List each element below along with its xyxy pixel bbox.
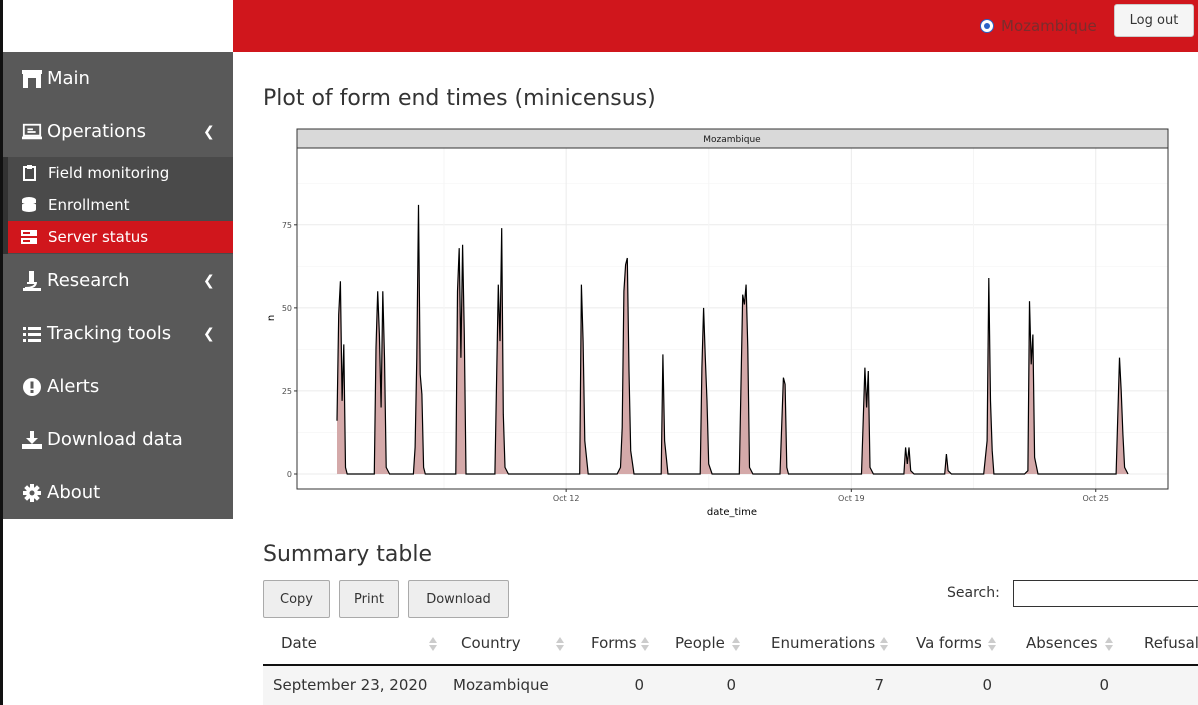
clipboard-icon bbox=[21, 165, 37, 181]
chart-area-fill bbox=[337, 204, 1128, 474]
column-header-va-forms[interactable]: Va forms bbox=[916, 634, 982, 652]
print-button[interactable]: Print bbox=[339, 580, 399, 618]
table-header-divider bbox=[263, 664, 1198, 666]
logo-area bbox=[3, 0, 233, 52]
table-cell-va-forms: 0 bbox=[982, 676, 992, 694]
sidebar-subitem-field-monitoring[interactable]: Field monitoring bbox=[8, 157, 233, 189]
download-icon bbox=[22, 430, 42, 450]
chart-y-tick-label: 25 bbox=[282, 387, 292, 396]
sidebar-item-tracking-tools[interactable]: Tracking tools ❮ bbox=[3, 307, 233, 360]
sidebar-subitem-enrollment[interactable]: Enrollment bbox=[8, 189, 233, 221]
download-button[interactable]: Download bbox=[408, 580, 509, 618]
sidebar-item-about[interactable]: About bbox=[3, 466, 233, 519]
server-icon bbox=[21, 229, 37, 245]
search-label: Search: bbox=[947, 585, 1000, 601]
column-header-forms[interactable]: Forms bbox=[591, 634, 637, 652]
chevron-left-icon: ❮ bbox=[203, 123, 215, 140]
chart-y-tick-label: 50 bbox=[282, 304, 292, 313]
chart-y-label: n bbox=[266, 315, 277, 321]
database-icon bbox=[21, 197, 37, 213]
sidebar-item-main[interactable]: Main bbox=[3, 52, 233, 105]
sidebar-item-label: Operations bbox=[47, 121, 146, 142]
radio-selected-icon[interactable] bbox=[980, 19, 994, 33]
sidebar-item-label: Alerts bbox=[47, 376, 100, 397]
country-radio[interactable]: Mozambique bbox=[980, 17, 1097, 35]
table-row bbox=[263, 666, 1198, 705]
sidebar-item-operations[interactable]: Operations ❮ bbox=[3, 105, 233, 158]
sidebar-item-download-data[interactable]: Download data bbox=[3, 413, 233, 466]
chart-y-tick-label: 0 bbox=[287, 470, 292, 479]
top-header-bar bbox=[233, 0, 1198, 52]
sort-icon[interactable] bbox=[556, 636, 564, 652]
column-header-date[interactable]: Date bbox=[281, 634, 317, 652]
copy-button[interactable]: Copy bbox=[263, 580, 330, 618]
sort-icon[interactable] bbox=[1105, 636, 1113, 652]
logout-button[interactable]: Log out bbox=[1114, 4, 1194, 37]
table-cell-people: 0 bbox=[726, 676, 736, 694]
chevron-left-icon: ❮ bbox=[203, 272, 215, 289]
chart-x-tick-label: Oct 19 bbox=[838, 494, 865, 503]
sidebar-item-label: Research bbox=[47, 270, 130, 291]
bank-icon bbox=[22, 69, 42, 89]
chart-panel-label: Mozambique bbox=[703, 135, 761, 145]
column-header-refusals[interactable]: Refusals bbox=[1144, 634, 1198, 652]
form-end-times-chart: Mozambique 0 25 50 75 Oct 12 Oct 19 Oct 25 dat… bbox=[266, 128, 1169, 518]
table-cell-forms: 0 bbox=[634, 676, 644, 694]
table-cell-absences: 0 bbox=[1099, 676, 1109, 694]
sidebar-subitem-server-status[interactable]: Server status bbox=[8, 221, 233, 253]
table-cell-date: September 23, 2020 bbox=[273, 676, 428, 694]
chart-x-label: date_time bbox=[707, 507, 757, 518]
chart-x-tick-label: Oct 12 bbox=[553, 494, 580, 503]
window-left-border bbox=[0, 0, 3, 705]
chart-grid bbox=[297, 148, 1168, 489]
sort-icon[interactable] bbox=[732, 636, 740, 652]
microscope-icon bbox=[22, 270, 42, 291]
sidebar-item-label: Tracking tools bbox=[47, 323, 172, 344]
country-radio-label: Mozambique bbox=[1001, 17, 1097, 35]
sidebar-subitem-label: Enrollment bbox=[48, 196, 130, 214]
column-header-absences[interactable]: Absences bbox=[1026, 634, 1098, 652]
chart-x-tick-label: Oct 25 bbox=[1082, 494, 1109, 503]
laptop-icon bbox=[22, 122, 42, 142]
chart-series-line bbox=[336, 204, 1129, 475]
gear-icon bbox=[22, 483, 42, 503]
sidebar-subitem-label: Server status bbox=[48, 228, 149, 246]
sidebar-subitem-label: Field monitoring bbox=[48, 164, 170, 182]
sidebar-item-label: Main bbox=[47, 68, 90, 89]
page-title: Plot of form end times (minicensus) bbox=[263, 86, 656, 111]
alert-circle-icon bbox=[22, 377, 42, 397]
column-header-enumerations[interactable]: Enumerations bbox=[771, 634, 876, 652]
sidebar-item-label: About bbox=[47, 482, 101, 503]
chart-panel-border bbox=[296, 147, 1169, 490]
column-header-people[interactable]: People bbox=[675, 634, 725, 652]
operations-submenu: Field monitoring Enrollment Server statu… bbox=[3, 157, 233, 254]
chart-panel-background bbox=[297, 148, 1168, 489]
sort-icon[interactable] bbox=[880, 636, 888, 652]
sidebar-item-alerts[interactable]: Alerts bbox=[3, 360, 233, 413]
search-input[interactable] bbox=[1013, 580, 1198, 607]
chart-y-tick-label: 75 bbox=[282, 221, 292, 230]
sidebar-item-research[interactable]: Research ❮ bbox=[3, 254, 233, 307]
sidebar: Main Operations ❮ Research ❮ Tracking to… bbox=[3, 52, 233, 519]
sort-icon[interactable] bbox=[988, 636, 996, 652]
list-icon bbox=[22, 324, 42, 344]
table-cell-country: Mozambique bbox=[453, 676, 549, 694]
column-header-country[interactable]: Country bbox=[461, 634, 521, 652]
table-cell-enumerations: 7 bbox=[874, 676, 884, 694]
sort-icon[interactable] bbox=[641, 636, 649, 652]
chevron-left-icon: ❮ bbox=[203, 325, 215, 342]
sort-icon[interactable] bbox=[429, 636, 437, 652]
chart-axes: 0 25 50 75 Oct 12 Oct 19 Oct 25 bbox=[282, 221, 1109, 503]
summary-table-title: Summary table bbox=[263, 542, 433, 567]
sidebar-item-label: Download data bbox=[47, 429, 183, 450]
